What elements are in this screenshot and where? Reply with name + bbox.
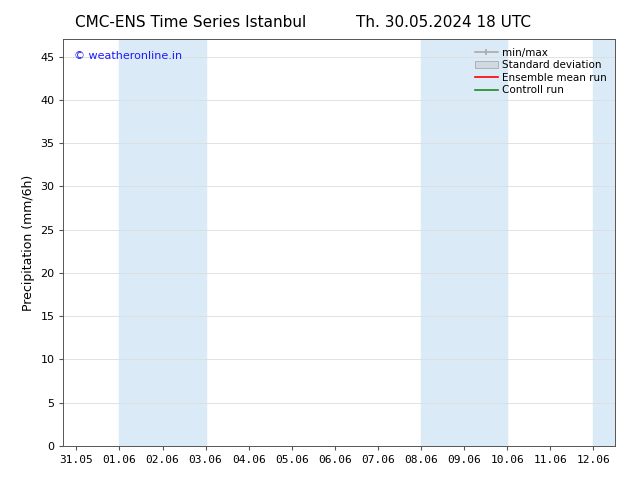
Text: CMC-ENS Time Series Istanbul: CMC-ENS Time Series Istanbul [75,15,306,30]
Y-axis label: Precipitation (mm/6h): Precipitation (mm/6h) [22,174,35,311]
Bar [421,39,464,446]
Legend: min/max, Standard deviation, Ensemble mean run, Controll run: min/max, Standard deviation, Ensemble me… [472,45,610,98]
Bar [593,39,634,446]
Bar [162,39,205,446]
Text: © weatheronline.in: © weatheronline.in [74,51,183,61]
Text: Th. 30.05.2024 18 UTC: Th. 30.05.2024 18 UTC [356,15,531,30]
Bar [119,39,162,446]
Bar [464,39,507,446]
